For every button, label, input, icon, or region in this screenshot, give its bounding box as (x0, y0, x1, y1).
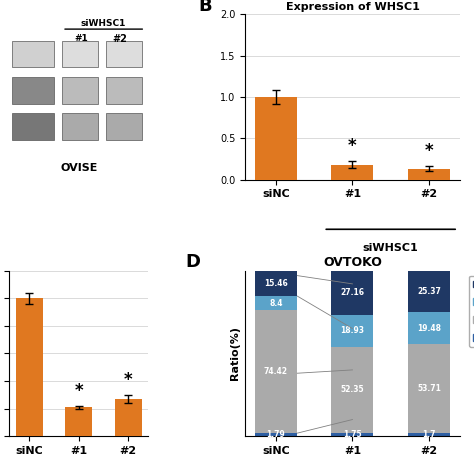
Bar (331, 346, 374, 433)
Bar (331, 270, 374, 315)
Text: *: * (348, 137, 357, 155)
Text: #1: #1 (74, 34, 88, 43)
Text: OVISE: OVISE (60, 163, 98, 173)
Bar (255, 433, 297, 436)
Text: *: * (124, 371, 132, 389)
Text: 18.93: 18.93 (340, 327, 365, 336)
Bar (12, 77, 54, 103)
Bar (107, 77, 143, 103)
Text: 1.7: 1.7 (422, 430, 436, 439)
Bar (62, 41, 98, 67)
Bar (115, 399, 142, 436)
Bar (331, 433, 374, 436)
Bar (408, 270, 450, 312)
Bar (62, 113, 98, 140)
Bar (12, 41, 54, 67)
Legend: G2, S, G1, Sub: G2, S, G1, Sub (469, 275, 474, 346)
Title: Expression of WHSC1: Expression of WHSC1 (285, 2, 419, 12)
Bar (65, 407, 92, 436)
Text: *: * (74, 382, 83, 400)
Text: 74.42: 74.42 (264, 367, 288, 376)
Bar (408, 433, 450, 436)
Title: OVTOKO: OVTOKO (323, 256, 382, 270)
Bar (408, 345, 450, 433)
Text: siWHSC1: siWHSC1 (81, 19, 127, 28)
Y-axis label: Ratio(%): Ratio(%) (229, 327, 239, 380)
Text: B: B (198, 0, 211, 15)
Bar (408, 312, 450, 345)
Bar (255, 296, 297, 310)
Text: 27.16: 27.16 (340, 288, 365, 297)
Text: *: * (425, 142, 433, 160)
Bar (107, 41, 143, 67)
Bar (255, 271, 297, 296)
Text: 1.79: 1.79 (266, 430, 285, 439)
Text: siWHSC1: siWHSC1 (363, 243, 419, 253)
Bar (62, 77, 98, 103)
Bar (255, 310, 297, 433)
Text: 25.37: 25.37 (417, 287, 441, 296)
Text: 15.46: 15.46 (264, 279, 288, 288)
Text: 8.4: 8.4 (269, 299, 283, 308)
Bar (331, 315, 374, 346)
Bar (255, 97, 297, 180)
Text: 52.35: 52.35 (341, 385, 364, 394)
Text: 19.48: 19.48 (417, 324, 441, 333)
Text: D: D (185, 253, 200, 271)
Bar (107, 113, 143, 140)
Text: 53.71: 53.71 (417, 384, 441, 393)
Bar (16, 298, 43, 436)
Bar (12, 113, 54, 140)
Text: 1.75: 1.75 (343, 430, 362, 439)
Text: #2: #2 (113, 34, 128, 44)
Bar (408, 169, 450, 180)
Bar (331, 165, 374, 180)
